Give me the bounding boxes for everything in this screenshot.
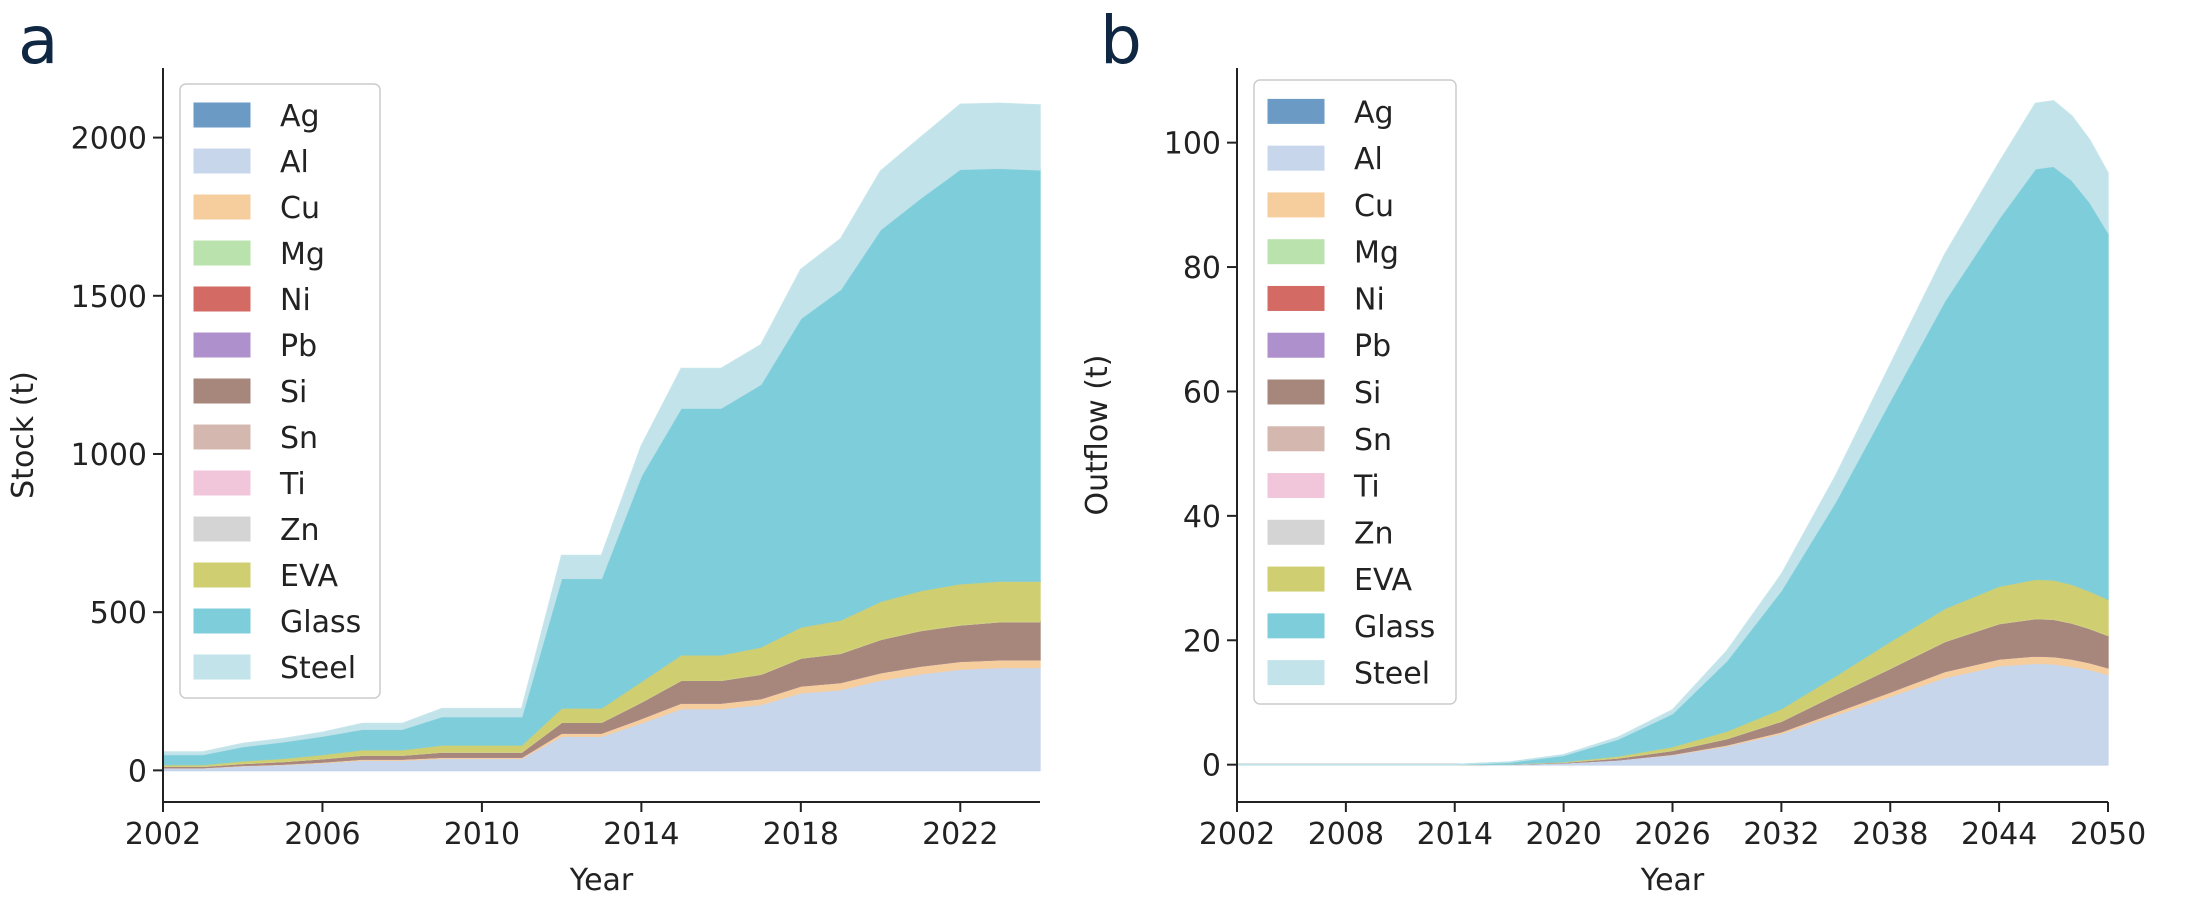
x-tick-label: 2044 (1961, 817, 2037, 852)
legend: Ag Al Cu Mg Ni Pb Si Sn Ti Zn EVA Glass Steel (179, 83, 381, 699)
x-axis-label: Year (569, 863, 634, 898)
legend-label-cu: Cu (1354, 189, 1394, 224)
area-steel (1237, 100, 2109, 766)
panel-letter-a: a (18, 2, 59, 79)
legend-swatch-sn (193, 424, 251, 450)
legend-label-zn: Zn (1354, 516, 1394, 551)
legend-swatch-zn (1267, 519, 1325, 545)
legend-swatch-glass (1267, 613, 1325, 639)
legend-swatch-ag (193, 102, 251, 128)
y-tick-label: 100 (1164, 127, 1221, 162)
legend-box (1253, 79, 1457, 705)
legend-swatch-si (1267, 379, 1325, 405)
legend-swatch-eva (193, 562, 251, 588)
legend-label-ni: Ni (1354, 282, 1385, 317)
legend-swatch-steel (1267, 660, 1325, 686)
y-tick-label: 0 (1202, 749, 1221, 784)
x-tick-label: 2002 (1199, 817, 1275, 852)
y-axis-label: Outflow (t) (1080, 355, 1115, 516)
x-tick-label: 2006 (284, 817, 360, 852)
legend-swatch-al (193, 148, 251, 174)
y-tick-label: 1500 (71, 280, 147, 315)
legend-label-pb: Pb (1354, 329, 1391, 364)
legend: Ag Al Cu Mg Ni Pb Si Sn Ti Zn EVA Glass Steel (1253, 79, 1457, 705)
legend-label-ti: Ti (279, 467, 306, 502)
chart-panel-b: 0 20 40 60 80 100 2002 2008 2014 2020 2026 2032 2038… (1080, 68, 2146, 898)
legend-label-pb: Pb (280, 329, 317, 364)
legend-swatch-al (1267, 145, 1325, 171)
legend-swatch-mg (1267, 239, 1325, 265)
y-tick-label: 20 (1183, 624, 1221, 659)
legend-label-si: Si (1354, 376, 1381, 411)
legend-swatch-cu (193, 194, 251, 220)
chart-panel-a: 0 500 1000 1500 2000 2002 2006 2010 2014 2018 2022… (6, 68, 1041, 898)
legend-swatch-pb (1267, 332, 1325, 358)
legend-swatch-cu (1267, 192, 1325, 218)
legend-label-mg: Mg (280, 237, 325, 272)
legend-label-ni: Ni (280, 283, 311, 318)
x-tick-label: 2014 (603, 817, 679, 852)
legend-swatch-zn (193, 516, 251, 542)
legend-swatch-pb (193, 332, 251, 358)
panel-letter-b: b (1100, 2, 1142, 79)
legend-label-al: Al (1354, 142, 1383, 177)
legend-swatch-ni (193, 286, 251, 312)
y-tick-label: 0 (128, 754, 147, 789)
legend-swatch-ti (1267, 473, 1325, 499)
legend-label-al: Al (280, 145, 309, 180)
x-tick-label: 2050 (2070, 817, 2146, 852)
legend-label-ag: Ag (1354, 95, 1394, 130)
area-steel (162, 102, 1041, 756)
legend-label-ag: Ag (280, 99, 320, 134)
y-tick-label: 80 (1183, 251, 1221, 286)
x-tick-label: 2014 (1417, 817, 1493, 852)
legend-swatch-steel (193, 654, 251, 680)
x-tick-label: 2010 (444, 817, 520, 852)
x-tick-label: 2018 (763, 817, 839, 852)
legend-label-steel: Steel (280, 651, 356, 686)
legend-label-zn: Zn (280, 513, 320, 548)
legend-swatch-ni (1267, 285, 1325, 311)
x-tick-label: 2038 (1852, 817, 1928, 852)
x-tick-label: 2032 (1743, 817, 1819, 852)
x-tick-label: 2002 (125, 817, 201, 852)
legend-label-glass: Glass (280, 605, 361, 640)
y-axis-label: Stock (t) (6, 371, 41, 499)
y-tick-label: 60 (1183, 375, 1221, 410)
y-tick-label: 2000 (71, 122, 147, 157)
legend-label-ti: Ti (1353, 470, 1380, 505)
y-tick-label: 40 (1183, 500, 1221, 535)
x-tick-label: 2020 (1525, 817, 1601, 852)
x-tick-label: 2026 (1634, 817, 1710, 852)
x-tick-label: 2022 (922, 817, 998, 852)
y-tick-label: 1000 (71, 438, 147, 473)
legend-swatch-ag (1267, 98, 1325, 124)
legend-label-steel: Steel (1354, 657, 1430, 692)
x-tick-label: 2008 (1308, 817, 1384, 852)
legend-label-eva: EVA (280, 559, 339, 594)
legend-label-cu: Cu (280, 191, 320, 226)
legend-label-sn: Sn (280, 421, 318, 456)
legend-swatch-sn (1267, 426, 1325, 452)
y-tick-label: 500 (90, 596, 147, 631)
legend-swatch-si (193, 378, 251, 404)
legend-label-sn: Sn (1354, 423, 1392, 458)
legend-label-si: Si (280, 375, 307, 410)
legend-swatch-ti (193, 470, 251, 496)
legend-box (179, 83, 381, 699)
legend-swatch-mg (193, 240, 251, 266)
legend-label-mg: Mg (1354, 236, 1399, 271)
legend-label-glass: Glass (1354, 610, 1435, 645)
x-axis-label: Year (1640, 863, 1705, 898)
legend-swatch-eva (1267, 566, 1325, 592)
legend-label-eva: EVA (1354, 563, 1413, 598)
legend-swatch-glass (193, 608, 251, 634)
